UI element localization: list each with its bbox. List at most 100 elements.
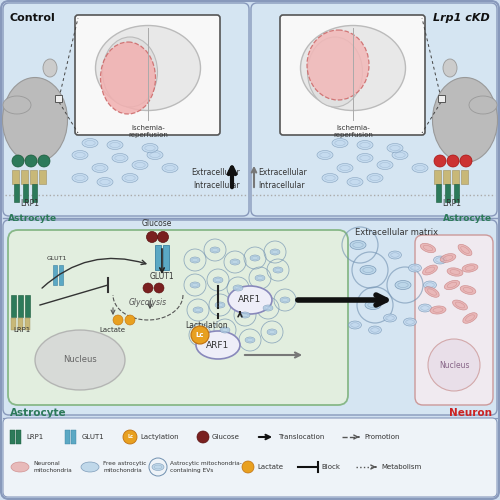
Text: Lrp1 cKD: Lrp1 cKD — [433, 13, 490, 23]
Bar — [25, 318, 30, 330]
Ellipse shape — [443, 59, 457, 77]
Ellipse shape — [210, 247, 220, 253]
Text: GLUT1: GLUT1 — [150, 272, 174, 281]
Text: Lc: Lc — [127, 434, 133, 440]
Ellipse shape — [440, 254, 456, 262]
Bar — [438, 95, 445, 102]
Ellipse shape — [404, 318, 416, 326]
Text: Lactylation: Lactylation — [185, 321, 228, 330]
Bar — [21, 170, 28, 184]
Ellipse shape — [3, 96, 31, 114]
Text: Lactylation: Lactylation — [140, 434, 178, 440]
Circle shape — [154, 283, 164, 293]
Ellipse shape — [452, 300, 468, 310]
Bar — [53, 265, 57, 285]
Ellipse shape — [190, 257, 200, 263]
Ellipse shape — [162, 164, 178, 172]
Ellipse shape — [422, 265, 438, 275]
Text: Extracellular matrix: Extracellular matrix — [355, 228, 438, 237]
Ellipse shape — [322, 174, 338, 182]
Ellipse shape — [425, 286, 439, 298]
Text: Lactate: Lactate — [257, 464, 283, 470]
Ellipse shape — [408, 264, 422, 272]
Text: Glucose: Glucose — [142, 219, 172, 228]
Ellipse shape — [350, 240, 366, 250]
Text: LRP1: LRP1 — [14, 327, 30, 333]
Ellipse shape — [424, 281, 436, 289]
FancyBboxPatch shape — [251, 3, 497, 216]
Ellipse shape — [462, 264, 478, 272]
Ellipse shape — [122, 174, 138, 182]
Bar — [452, 170, 459, 184]
Circle shape — [38, 155, 50, 167]
Ellipse shape — [240, 312, 250, 318]
Bar — [14, 184, 19, 202]
Bar — [71, 430, 76, 444]
Text: Control: Control — [10, 13, 56, 23]
Circle shape — [191, 326, 209, 344]
Text: Extracellular: Extracellular — [191, 168, 240, 177]
Text: Astrocytic mitochondria-
containing EVs: Astrocytic mitochondria- containing EVs — [170, 461, 242, 473]
Ellipse shape — [220, 327, 230, 333]
Circle shape — [460, 155, 472, 167]
Ellipse shape — [430, 306, 446, 314]
Bar — [55, 95, 62, 102]
Ellipse shape — [92, 164, 108, 172]
Ellipse shape — [11, 462, 29, 472]
Text: LRP1: LRP1 — [442, 199, 462, 208]
Ellipse shape — [228, 286, 272, 314]
Ellipse shape — [72, 150, 88, 160]
Ellipse shape — [434, 256, 446, 264]
Ellipse shape — [395, 280, 411, 289]
Ellipse shape — [280, 297, 290, 303]
Ellipse shape — [250, 255, 260, 261]
Text: Lactate: Lactate — [99, 327, 125, 333]
Ellipse shape — [35, 330, 125, 390]
Ellipse shape — [412, 164, 428, 172]
Text: Lc: Lc — [196, 332, 204, 338]
Ellipse shape — [384, 314, 396, 322]
Circle shape — [123, 430, 137, 444]
Text: Intracellular: Intracellular — [194, 181, 240, 190]
Ellipse shape — [196, 331, 240, 359]
Bar — [434, 170, 441, 184]
Ellipse shape — [357, 140, 373, 149]
Ellipse shape — [444, 280, 460, 289]
Circle shape — [158, 232, 168, 242]
Ellipse shape — [428, 339, 480, 391]
Text: Block: Block — [321, 464, 340, 470]
Ellipse shape — [2, 78, 68, 162]
Ellipse shape — [102, 37, 158, 107]
Bar — [59, 265, 63, 285]
Ellipse shape — [190, 282, 200, 288]
Bar — [163, 245, 169, 270]
Bar — [65, 430, 70, 444]
Text: Astrocyte: Astrocyte — [8, 214, 57, 223]
Ellipse shape — [43, 59, 57, 77]
Bar — [155, 245, 161, 270]
Ellipse shape — [270, 249, 280, 255]
Ellipse shape — [193, 307, 203, 313]
Ellipse shape — [230, 259, 240, 265]
Bar — [454, 184, 459, 202]
Ellipse shape — [147, 150, 163, 160]
FancyBboxPatch shape — [8, 230, 348, 405]
Text: Ischemia-
reperfusion: Ischemia- reperfusion — [333, 125, 373, 138]
Circle shape — [143, 283, 153, 293]
Ellipse shape — [215, 302, 225, 308]
Bar — [18, 295, 23, 317]
Ellipse shape — [367, 174, 383, 182]
Ellipse shape — [307, 30, 369, 100]
Text: Neuron: Neuron — [449, 408, 492, 418]
Bar — [11, 295, 16, 317]
Text: Astrocyte: Astrocyte — [10, 408, 66, 418]
Text: LRP1: LRP1 — [26, 434, 44, 440]
Text: ARF1: ARF1 — [206, 340, 230, 349]
Ellipse shape — [418, 304, 432, 312]
Text: GLUT1: GLUT1 — [82, 434, 105, 440]
Bar — [18, 318, 23, 330]
Ellipse shape — [460, 286, 476, 294]
Bar — [12, 170, 19, 184]
Circle shape — [146, 232, 158, 242]
Ellipse shape — [347, 178, 363, 186]
